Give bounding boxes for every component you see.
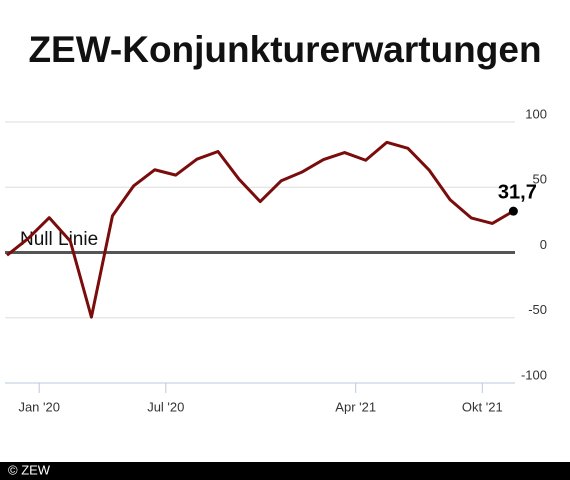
y-tick-label: -100	[521, 367, 547, 382]
line	[6, 140, 515, 319]
x-tick-label: Jan '20	[18, 399, 60, 414]
x-tick-label: Apr '21	[335, 399, 376, 414]
y-tick-label: 0	[540, 237, 547, 252]
point	[508, 206, 518, 216]
value-label: 31,7	[498, 181, 537, 203]
footer-bar	[0, 462, 570, 480]
y-tick-label: -50	[528, 302, 547, 317]
y-tick-label: 50	[533, 172, 547, 187]
x-tick-label: Jul '20	[147, 399, 184, 414]
y-tick-label: 100	[525, 106, 547, 121]
annotation: Null Linie	[20, 229, 98, 250]
chart-title: ZEW-Konjunkturerwartungen	[28, 29, 541, 70]
source: © ZEW	[8, 462, 51, 477]
x-tick-label: Okt '21	[462, 399, 503, 414]
